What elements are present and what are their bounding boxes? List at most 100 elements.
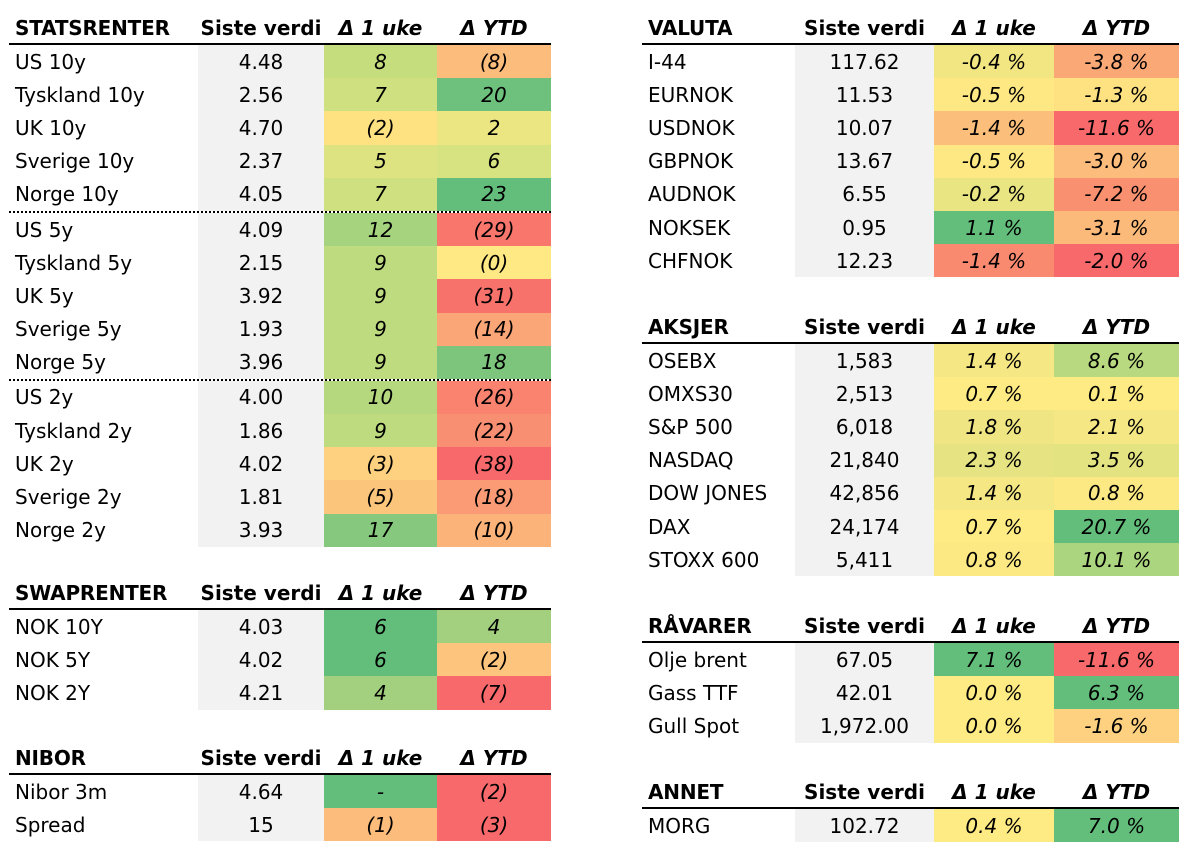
header-delta-ytd: Δ YTD	[1054, 13, 1179, 43]
table-row: UK 2y 4.02 (3) (38)	[9, 447, 551, 481]
siste-verdi-cell: 4.05	[198, 177, 324, 211]
header-delta-1-uke: Δ 1 uke	[324, 743, 437, 773]
annet-header-row: ANNET Siste verdi Δ 1 uke Δ YTD	[642, 777, 1179, 809]
table-row: NASDAQ 21,840 2.3 % 3.5 %	[642, 443, 1179, 477]
row-label: GBPNOK	[648, 149, 734, 174]
header-delta-1-uke: Δ 1 uke	[934, 777, 1054, 807]
delta-ytd-cell: (26)	[437, 380, 551, 415]
siste-verdi-cell: 42,856	[795, 476, 934, 510]
table-row: UK 5y 3.92 9 (31)	[9, 279, 551, 313]
siste-verdi-cell: 1.86	[198, 414, 324, 448]
siste-verdi-cell: 4.02	[198, 447, 324, 481]
header-siste-verdi: Siste verdi	[795, 777, 934, 807]
section-title: VALUTA	[642, 13, 795, 43]
table-row: DOW JONES 42,856 1.4 % 0.8 %	[642, 476, 1179, 510]
siste-verdi-cell: 0.95	[795, 210, 934, 245]
delta-ytd-cell: (22)	[437, 414, 551, 448]
table-row: MORG 102.72 0.4 % 7.0 %	[642, 809, 1179, 843]
row-label: Gull Spot	[648, 713, 740, 738]
delta-ytd-cell: 6.3 %	[1054, 676, 1179, 710]
delta-ytd-cell: 2	[437, 111, 551, 145]
delta-ytd-cell: 0.1 %	[1054, 377, 1179, 411]
delta-1-uke-cell: 0.0 %	[934, 709, 1054, 743]
row-label: Norge 10y	[15, 182, 119, 207]
delta-1-uke-cell: 8	[324, 45, 437, 79]
delta-ytd-cell: 18	[437, 345, 551, 379]
row-label: Tyskland 5y	[15, 250, 133, 275]
delta-1-uke-cell: 9	[324, 246, 437, 280]
siste-verdi-cell: 1,583	[795, 344, 934, 378]
table-row: GBPNOK 13.67 -0.5 % -3.0 %	[642, 144, 1179, 178]
delta-1-uke-cell: 0.8 %	[934, 543, 1054, 577]
row-label: NASDAQ	[648, 448, 734, 473]
row-label: DOW JONES	[648, 481, 768, 506]
row-label: US 10y	[15, 49, 86, 74]
header-delta-ytd: Δ YTD	[1054, 611, 1179, 641]
delta-1-uke-cell: -0.5 %	[934, 144, 1054, 178]
delta-ytd-cell: -1.6 %	[1054, 709, 1179, 743]
delta-1-uke-cell: (5)	[324, 480, 437, 514]
table-row: US 10y 4.48 8 (8)	[9, 45, 551, 79]
delta-1-uke-cell: 17	[324, 513, 437, 547]
delta-ytd-cell: 8.6 %	[1054, 344, 1179, 378]
siste-verdi-cell: 117.62	[795, 45, 934, 79]
table-row: AUDNOK 6.55 -0.2 % -7.2 %	[642, 177, 1179, 211]
table-row: Gull Spot 1,972.00 0.0 % -1.6 %	[642, 709, 1179, 743]
delta-ytd-cell: (38)	[437, 447, 551, 481]
siste-verdi-cell: 1.93	[198, 312, 324, 346]
delta-ytd-cell: -7.2 %	[1054, 177, 1179, 211]
row-label: Sverige 2y	[15, 485, 122, 510]
delta-1-uke-cell: 0.7 %	[934, 509, 1054, 544]
siste-verdi-cell: 1.81	[198, 480, 324, 514]
row-label: UK 10y	[15, 115, 87, 140]
siste-verdi-cell: 15	[198, 808, 324, 842]
ravarer-table: RÅVARER Siste verdi Δ 1 uke Δ YTD Olje brent…	[642, 611, 1179, 743]
delta-1-uke-cell: 9	[324, 279, 437, 313]
delta-ytd-cell: (2)	[437, 775, 551, 809]
siste-verdi-cell: 6.55	[795, 177, 934, 211]
row-label: UK 2y	[15, 451, 74, 476]
siste-verdi-cell: 21,840	[795, 443, 934, 477]
header-delta-1-uke: Δ 1 uke	[324, 13, 437, 43]
siste-verdi-cell: 3.96	[198, 345, 324, 379]
section-title: NIBOR	[9, 743, 198, 773]
delta-1-uke-cell: 1.1 %	[934, 210, 1054, 245]
header-delta-ytd: Δ YTD	[1054, 777, 1179, 807]
delta-1-uke-cell: (3)	[324, 447, 437, 481]
row-label: Tyskland 10y	[15, 82, 145, 107]
delta-ytd-cell: 7.0 %	[1054, 809, 1179, 843]
header-siste-verdi: Siste verdi	[198, 13, 324, 43]
header-delta-1-uke: Δ 1 uke	[324, 578, 437, 608]
row-label: UK 5y	[15, 283, 74, 308]
row-label: Tyskland 2y	[15, 418, 133, 443]
delta-1-uke-cell: 9	[324, 312, 437, 346]
nibor-table: NIBOR Siste verdi Δ 1 uke Δ YTD Nibor 3m 4.64…	[9, 743, 551, 842]
siste-verdi-cell: 1,972.00	[795, 709, 934, 743]
section-title: ANNET	[642, 777, 795, 807]
delta-1-uke-cell: -0.2 %	[934, 177, 1054, 211]
delta-1-uke-cell: -1.4 %	[934, 244, 1054, 278]
section-title: RÅVARER	[642, 611, 795, 641]
delta-1-uke-cell: 7	[324, 78, 437, 112]
annet-table: ANNET Siste verdi Δ 1 uke Δ YTD MORG 102.72 0.…	[642, 777, 1179, 843]
row-label: USDNOK	[648, 115, 735, 140]
aksjer-header-row: AKSJER Siste verdi Δ 1 uke Δ YTD	[642, 312, 1179, 344]
table-row: NOK 10Y 4.03 6 4	[9, 610, 551, 644]
delta-1-uke-cell: 1.8 %	[934, 410, 1054, 444]
delta-1-uke-cell: 1.4 %	[934, 476, 1054, 510]
delta-ytd-cell: 4	[437, 610, 551, 644]
delta-ytd-cell: (14)	[437, 312, 551, 346]
delta-ytd-cell: 3.5 %	[1054, 443, 1179, 477]
delta-1-uke-cell: -0.5 %	[934, 78, 1054, 112]
siste-verdi-cell: 67.05	[795, 643, 934, 677]
table-row: S&P 500 6,018 1.8 % 2.1 %	[642, 410, 1179, 444]
row-label: Nibor 3m	[15, 779, 108, 804]
siste-verdi-cell: 42.01	[795, 676, 934, 710]
row-label: OMXS30	[648, 381, 733, 406]
table-row: DAX 24,174 0.7 % 20.7 %	[642, 509, 1179, 544]
section-title: AKSJER	[642, 312, 795, 342]
delta-1-uke-cell: 0.4 %	[934, 809, 1054, 843]
delta-1-uke-cell: 6	[324, 643, 437, 677]
row-label: OSEBX	[648, 348, 717, 373]
delta-ytd-cell: 20.7 %	[1054, 509, 1179, 544]
